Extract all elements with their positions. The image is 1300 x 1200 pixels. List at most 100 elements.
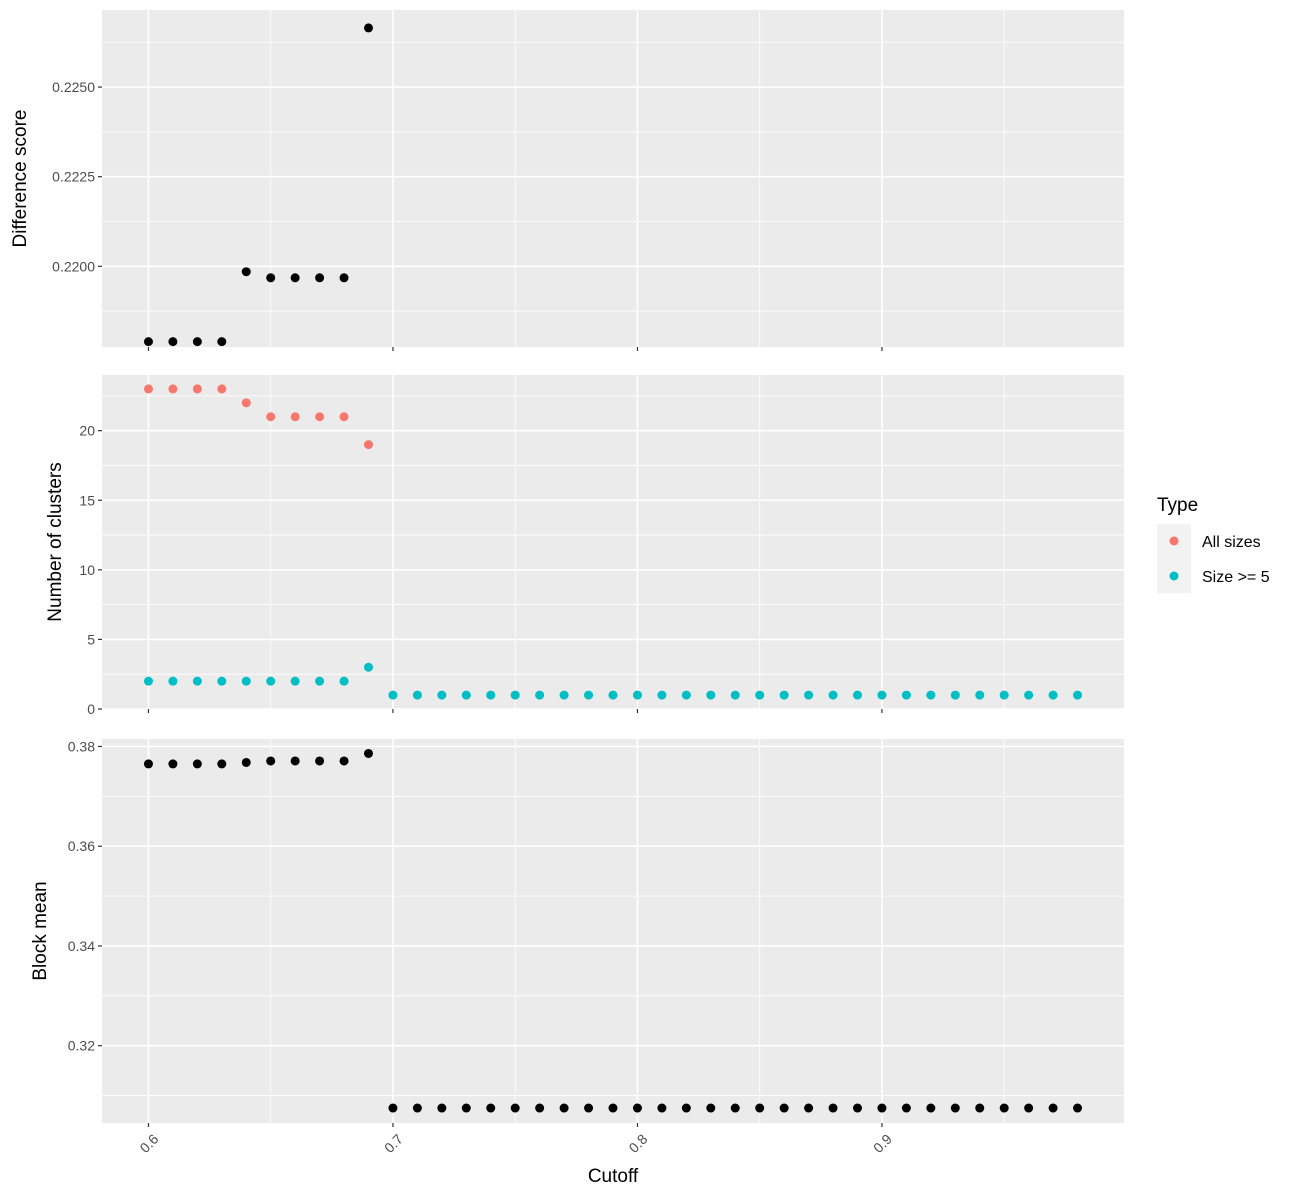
data-point <box>901 1103 911 1113</box>
data-point <box>681 690 691 700</box>
data-point <box>706 690 716 700</box>
data-point <box>437 690 447 700</box>
y-axis-title: Block mean <box>30 881 51 980</box>
legend-title: Type <box>1157 495 1198 516</box>
data-point <box>950 690 960 700</box>
legend-key-all-sizes <box>1169 536 1179 546</box>
y-tick-label: 0.38 <box>68 738 95 754</box>
y-tick-label: 15 <box>79 492 95 508</box>
data-point <box>828 1103 838 1113</box>
x-tick-label: 0.7 <box>381 1131 406 1156</box>
data-point <box>315 756 325 766</box>
data-point <box>168 759 178 769</box>
data-point <box>1048 1103 1058 1113</box>
data-point <box>559 1103 569 1113</box>
data-point <box>241 267 251 277</box>
legend-label-all-sizes: All sizes <box>1202 534 1261 551</box>
data-point <box>926 690 936 700</box>
data-point <box>192 384 202 394</box>
data-point <box>266 273 276 283</box>
data-point <box>901 690 911 700</box>
data-point <box>681 1103 691 1113</box>
data-point <box>339 756 349 766</box>
data-point <box>241 676 251 686</box>
y-tick-label: 0.34 <box>68 938 95 954</box>
data-point <box>168 384 178 394</box>
data-point <box>315 412 325 422</box>
y-tick-label: 0.36 <box>68 838 95 854</box>
data-point <box>217 759 227 769</box>
data-point <box>1073 1103 1083 1113</box>
data-point <box>1024 1103 1034 1113</box>
y-axis-title: Number of clusters <box>45 462 66 621</box>
data-point <box>437 1103 447 1113</box>
data-point <box>1048 690 1058 700</box>
data-point <box>412 1103 422 1113</box>
data-point <box>1073 690 1083 700</box>
data-point <box>339 676 349 686</box>
legend: Type All sizes Size >= 5 <box>1157 495 1270 593</box>
data-point <box>217 676 227 686</box>
data-point <box>290 273 300 283</box>
data-point <box>290 412 300 422</box>
data-point <box>852 1103 862 1113</box>
data-point <box>999 1103 1009 1113</box>
y-tick-label: 0.32 <box>68 1038 95 1054</box>
data-point <box>266 412 276 422</box>
data-point <box>535 690 545 700</box>
data-point <box>877 1103 887 1113</box>
data-point <box>779 690 789 700</box>
panel-background <box>102 739 1124 1123</box>
legend-key-background <box>1157 524 1191 593</box>
data-point <box>143 676 153 686</box>
x-tick-label: 0.6 <box>136 1131 161 1156</box>
data-point <box>339 273 349 283</box>
data-point <box>1024 690 1034 700</box>
data-point <box>192 676 202 686</box>
data-point <box>461 690 471 700</box>
data-point <box>877 690 887 700</box>
data-point <box>999 690 1009 700</box>
data-point <box>290 756 300 766</box>
data-point <box>804 690 814 700</box>
data-point <box>168 337 178 347</box>
legend-label-size-5: Size >= 5 <box>1202 569 1270 586</box>
data-point <box>584 1103 594 1113</box>
data-point <box>290 676 300 686</box>
panel-1: 0.2200 0.2225 0.2250 Difference score <box>10 10 1124 351</box>
data-point <box>706 1103 716 1113</box>
data-point <box>657 690 667 700</box>
y-tick-label: 0.2250 <box>52 79 95 95</box>
data-point <box>755 1103 765 1113</box>
data-point <box>950 1103 960 1113</box>
data-point <box>975 1103 985 1113</box>
panel-2: 0 5 10 15 20 Number of clusters <box>45 375 1124 717</box>
data-point <box>217 337 227 347</box>
data-point <box>510 690 520 700</box>
data-point <box>143 759 153 769</box>
panel-background <box>102 10 1124 347</box>
data-point <box>510 1103 520 1113</box>
data-point <box>926 1103 936 1113</box>
y-axis-title: Difference score <box>10 110 31 248</box>
legend-key-size-5 <box>1169 571 1179 581</box>
data-point <box>852 690 862 700</box>
data-point <box>364 23 374 33</box>
data-point <box>730 1103 740 1113</box>
data-point <box>755 690 765 700</box>
data-point <box>315 676 325 686</box>
y-tick-label: 10 <box>79 562 95 578</box>
x-axis-title: Cutoff <box>588 1166 639 1187</box>
data-point <box>364 662 374 672</box>
data-point <box>632 690 642 700</box>
data-point <box>412 690 422 700</box>
data-point <box>608 1103 618 1113</box>
data-point <box>730 690 740 700</box>
data-point <box>241 398 251 408</box>
data-point <box>559 690 569 700</box>
data-point <box>364 748 374 758</box>
data-point <box>584 690 594 700</box>
data-point <box>657 1103 667 1113</box>
y-tick-label: 0.2200 <box>52 258 95 274</box>
